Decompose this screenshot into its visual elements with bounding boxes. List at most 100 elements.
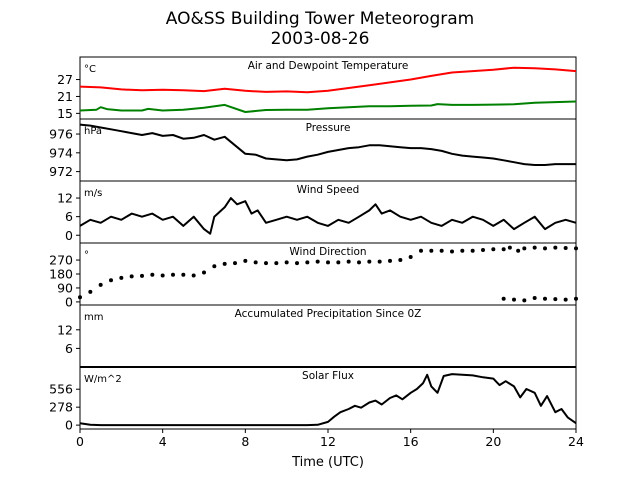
data-point bbox=[429, 248, 434, 253]
series-line-1 bbox=[79, 100, 577, 113]
x-tick-label: 24 bbox=[568, 434, 584, 449]
panel-title: Air and Dewpoint Temperature bbox=[248, 60, 409, 72]
series-line-0 bbox=[79, 123, 576, 166]
x-axis: 0 4 8 12 16 20 24 bbox=[76, 429, 584, 449]
panel-4: Accumulated Precipitation Since 0Z mm 6 12 bbox=[57, 304, 577, 368]
data-point bbox=[357, 260, 361, 265]
y-tick-label: 972 bbox=[49, 164, 73, 179]
data-point bbox=[553, 297, 558, 302]
data-point bbox=[233, 261, 237, 266]
data-point bbox=[377, 259, 382, 264]
data-point bbox=[522, 246, 527, 251]
data-point bbox=[481, 247, 485, 252]
data-point bbox=[119, 275, 124, 280]
data-point bbox=[491, 247, 496, 252]
panel-unit-label: hPa bbox=[84, 126, 102, 137]
data-point bbox=[563, 297, 568, 302]
data-point bbox=[253, 260, 258, 265]
panel-title: Solar Flux bbox=[302, 370, 354, 382]
x-tick-label: 16 bbox=[403, 434, 419, 449]
figure-title: AO&SS Building Tower Meteorogram bbox=[166, 9, 474, 29]
data-point bbox=[181, 272, 186, 277]
data-point bbox=[543, 246, 547, 251]
data-point bbox=[512, 297, 516, 302]
panel-unit-label: m/s bbox=[84, 188, 102, 199]
y-tick-label: 6 bbox=[65, 341, 73, 356]
data-point bbox=[522, 298, 527, 303]
y-tick-label: 278 bbox=[49, 400, 73, 415]
x-tick-label: 20 bbox=[485, 434, 501, 449]
data-point bbox=[439, 248, 444, 253]
y-tick-label: 6 bbox=[65, 209, 73, 224]
data-point bbox=[553, 245, 558, 250]
y-tick-label: 27 bbox=[57, 72, 73, 87]
panel-title: Wind Direction bbox=[289, 246, 366, 258]
data-point bbox=[243, 258, 248, 263]
data-point bbox=[315, 259, 320, 264]
y-tick-label: 974 bbox=[49, 145, 73, 160]
panel-title: Accumulated Precipitation Since 0Z bbox=[235, 308, 422, 320]
y-tick-label: 180 bbox=[49, 267, 73, 282]
data-point bbox=[532, 296, 537, 301]
data-point bbox=[264, 261, 268, 266]
y-tick-label: 976 bbox=[49, 127, 73, 142]
y-tick-label: 556 bbox=[49, 382, 73, 397]
data-point bbox=[516, 248, 521, 253]
data-point bbox=[450, 249, 454, 254]
panel-unit-label: W/m^2 bbox=[84, 374, 122, 385]
panel-unit-label: °C bbox=[84, 64, 96, 75]
panel-title: Pressure bbox=[306, 122, 351, 134]
data-point bbox=[336, 260, 341, 265]
y-tick-label: 15 bbox=[57, 106, 73, 121]
panel-title: Wind Speed bbox=[297, 184, 360, 196]
y-tick-label: 0 bbox=[65, 294, 73, 309]
panels-group: Air and Dewpoint Temperature °C 15 21 27 Pres… bbox=[49, 56, 578, 433]
y-tick-label: 90 bbox=[57, 280, 73, 295]
x-tick-label: 4 bbox=[159, 434, 167, 449]
data-point bbox=[98, 282, 103, 287]
data-point bbox=[460, 248, 465, 253]
data-point bbox=[150, 272, 155, 277]
data-point bbox=[202, 270, 206, 275]
data-point bbox=[212, 264, 217, 269]
panel-1: Pressure hPa 972 974 976 bbox=[49, 118, 577, 182]
data-point bbox=[305, 260, 310, 265]
y-tick-label: 12 bbox=[57, 322, 73, 337]
y-tick-label: 270 bbox=[49, 253, 73, 268]
x-tick-label: 0 bbox=[76, 434, 84, 449]
panel-5: Solar Flux W/m^2 0 278 556 bbox=[49, 366, 577, 433]
data-point bbox=[284, 260, 289, 265]
data-point bbox=[274, 261, 279, 266]
data-point bbox=[367, 259, 372, 264]
data-point bbox=[543, 296, 547, 301]
data-point bbox=[501, 247, 506, 252]
data-point bbox=[171, 272, 175, 277]
data-point bbox=[346, 259, 351, 264]
data-point bbox=[408, 254, 413, 259]
x-tick-label: 12 bbox=[320, 434, 336, 449]
x-axis-label: Time (UTC) bbox=[291, 455, 364, 470]
data-point bbox=[295, 261, 299, 266]
series-line-0 bbox=[79, 197, 577, 235]
panel-unit-label: mm bbox=[84, 312, 103, 323]
data-point bbox=[129, 274, 134, 279]
data-point bbox=[501, 296, 506, 301]
data-point bbox=[507, 245, 512, 250]
data-point bbox=[191, 273, 196, 278]
series-line-0 bbox=[79, 373, 577, 427]
series-line-0 bbox=[79, 66, 577, 94]
data-point bbox=[574, 296, 578, 301]
data-point bbox=[326, 260, 330, 265]
y-tick-label: 21 bbox=[57, 89, 73, 104]
panel-unit-label: ° bbox=[84, 250, 89, 261]
data-point bbox=[419, 248, 423, 253]
data-point bbox=[160, 273, 165, 278]
data-point bbox=[470, 248, 475, 253]
data-point bbox=[532, 245, 537, 250]
data-point bbox=[563, 245, 568, 250]
data-point bbox=[574, 246, 578, 251]
data-point bbox=[78, 295, 82, 300]
panel-2: Wind Speed m/s 0 6 12 bbox=[57, 180, 577, 244]
